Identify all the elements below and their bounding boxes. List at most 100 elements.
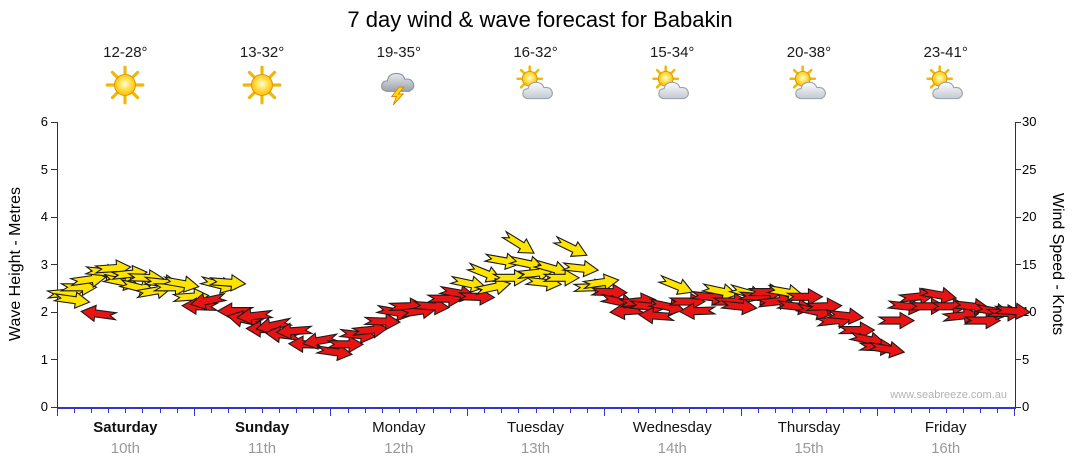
- x-tick-mark: [945, 409, 947, 413]
- x-tick-mark: [244, 409, 246, 413]
- x-tick-mark: [347, 409, 349, 413]
- day-name: Monday: [372, 419, 426, 436]
- day-name: Sunday: [234, 419, 290, 436]
- axis-tick-mark: [1015, 264, 1021, 265]
- wind-arrow: [826, 307, 865, 326]
- storm-icon: [378, 64, 420, 106]
- x-tick-mark: [689, 409, 691, 413]
- axis-tick-label: 25: [1022, 161, 1037, 177]
- sun-cloud-icon: [788, 64, 830, 106]
- wind-arrow: [719, 297, 758, 316]
- wind-arrow: [465, 262, 503, 283]
- axis-tick-mark: [1015, 169, 1021, 170]
- x-tick-mark: [860, 409, 862, 413]
- axis-tick-label: 5: [40, 161, 48, 177]
- axis-tick-label: 15: [1022, 256, 1037, 272]
- wind-arrow: [551, 235, 588, 257]
- day-label: Tuesday 13th: [467, 419, 604, 457]
- wind-arrow: [678, 302, 717, 321]
- day-temp-range: 20-38°: [786, 44, 832, 61]
- day-date: 12th: [384, 440, 414, 457]
- sun-cloud-icon: [515, 64, 557, 106]
- x-tick-mark: [518, 409, 520, 413]
- x-tick-mark: [313, 409, 315, 413]
- x-tick-mark: [791, 409, 793, 413]
- x-tick-mark: [620, 409, 622, 413]
- x-tick-mark: [603, 409, 605, 416]
- day-date: 15th: [794, 440, 824, 457]
- day-label: Thursday 15th: [741, 419, 878, 457]
- x-tick-mark: [91, 409, 93, 413]
- x-tick-mark: [484, 409, 486, 413]
- x-tick-mark: [57, 409, 58, 416]
- x-tick-mark: [808, 409, 810, 413]
- axis-tick-label: 3: [40, 256, 48, 272]
- x-tick-mark: [552, 409, 554, 413]
- x-tick-mark: [894, 409, 896, 413]
- day-column: 15-34°: [604, 44, 741, 106]
- x-tick-mark: [381, 409, 383, 413]
- x-tick-mark: [176, 409, 178, 413]
- x-axis-tick-marks: [57, 409, 1015, 417]
- x-tick-mark: [774, 409, 776, 413]
- day-temp-range: 19-35°: [376, 44, 421, 61]
- day-temp-range: 12-28°: [103, 44, 148, 61]
- x-tick-mark: [723, 409, 725, 413]
- x-tick-mark: [330, 409, 332, 416]
- x-tick-mark: [415, 409, 417, 413]
- wind-arrow: [992, 302, 1032, 321]
- day-temp-range: 16-32°: [513, 44, 558, 61]
- wind-arrow: [637, 306, 677, 325]
- wind-arrow: [804, 297, 843, 316]
- right-axis-tick-labels: 051015202530: [1022, 114, 1052, 414]
- wind-arrow: [189, 292, 228, 311]
- watermark: www.seabreeze.com.au: [890, 389, 1007, 401]
- day-name: Friday: [924, 419, 967, 436]
- wind-arrow: [491, 268, 530, 287]
- axis-tick-label: 2: [40, 304, 48, 319]
- wind-arrow: [235, 307, 275, 326]
- left-axis-tick-labels: 0 1 2 3 4 5 6: [20, 114, 48, 414]
- day-label: Saturday 10th: [57, 419, 194, 457]
- x-tick-mark: [826, 409, 828, 413]
- day-temp-range: 13-32°: [239, 44, 285, 61]
- day-name: Thursday: [777, 419, 841, 436]
- x-tick-mark: [159, 409, 161, 413]
- x-tick-mark: [450, 409, 452, 413]
- day-date: 14th: [657, 440, 687, 457]
- day-column: 13-32°: [194, 44, 331, 106]
- axis-tick-label: 20: [1022, 209, 1037, 224]
- page-title: 7 day wind & wave forecast for Babakin: [347, 7, 733, 32]
- wind-arrow: [918, 286, 958, 305]
- x-tick-mark: [877, 409, 879, 416]
- x-tick-mark: [398, 409, 400, 413]
- axis-tick-label: 6: [40, 114, 48, 129]
- x-tick-mark: [210, 409, 212, 413]
- x-tick-mark: [911, 409, 913, 413]
- wind-arrows-layer: [45, 230, 1032, 362]
- x-tick-mark: [672, 409, 674, 413]
- axis-tick-mark: [51, 169, 57, 170]
- x-tick-mark: [962, 409, 964, 413]
- wind-arrow: [275, 322, 314, 341]
- axis-tick-mark: [1015, 216, 1021, 218]
- day-name: Saturday: [93, 419, 158, 436]
- sun-cloud-icon: [925, 64, 967, 106]
- x-tick-mark: [706, 409, 708, 413]
- sun-cloud-icon: [651, 64, 693, 106]
- axis-tick-label: 4: [40, 209, 48, 224]
- x-tick-mark: [74, 409, 76, 413]
- axis-tick-label: 5: [1022, 351, 1030, 367]
- day-column: 12-28°: [57, 44, 194, 106]
- axis-tick-mark: [51, 406, 57, 408]
- x-tick-mark: [262, 409, 264, 413]
- x-tick-mark: [142, 409, 144, 413]
- day-date: 10th: [110, 440, 140, 457]
- axis-tick-label: 0: [1022, 399, 1030, 414]
- day-header: 12-28° 13-32° 19-35° 16-32° 15-34° 20-38…: [57, 44, 1014, 106]
- axis-tick-label: 30: [1022, 114, 1037, 129]
- wind-arrow: [362, 312, 402, 331]
- wind-arrow: [560, 259, 600, 278]
- wind-arrow: [656, 274, 694, 295]
